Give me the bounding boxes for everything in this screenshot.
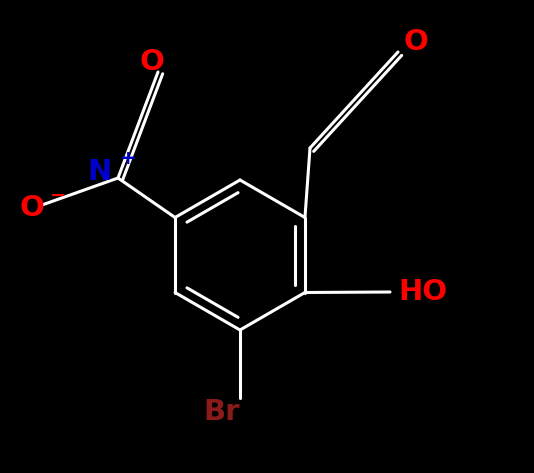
Text: O: O: [404, 28, 428, 56]
Text: +: +: [120, 149, 136, 167]
Text: O: O: [20, 194, 44, 222]
Text: O: O: [139, 48, 164, 76]
Text: HO: HO: [398, 278, 447, 306]
Text: N: N: [88, 158, 112, 186]
Text: −: −: [50, 185, 66, 204]
Text: Br: Br: [204, 398, 240, 426]
